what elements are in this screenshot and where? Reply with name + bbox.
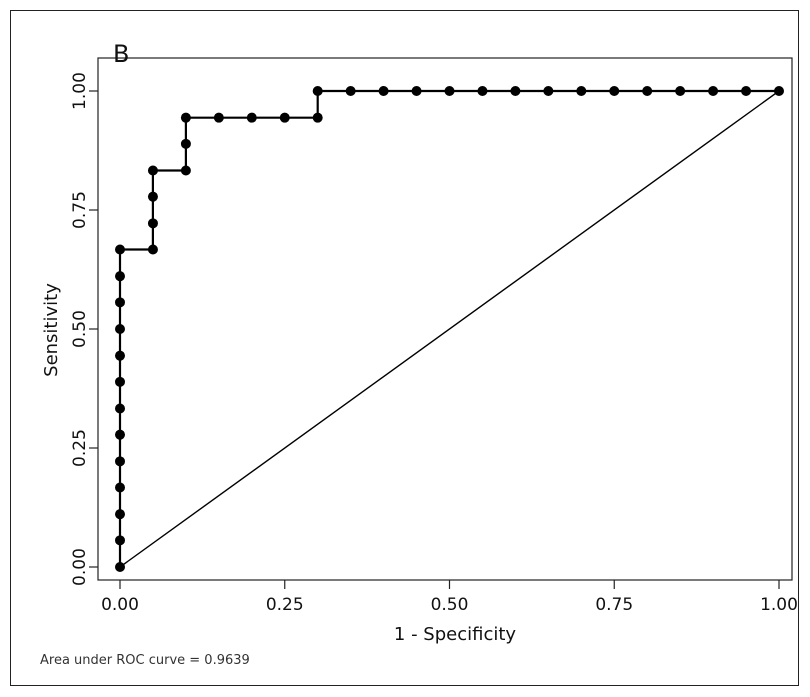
roc-point <box>147 165 158 176</box>
roc-point <box>115 429 125 440</box>
roc-point <box>246 112 257 123</box>
roc-point <box>147 191 158 202</box>
roc-markers <box>115 86 784 572</box>
roc-point <box>774 86 784 96</box>
x-tick-label: 0.25 <box>266 595 304 615</box>
roc-point <box>115 376 125 387</box>
roc-point <box>180 112 191 123</box>
figure-frame <box>10 10 799 686</box>
x-tick-label: 1.00 <box>760 595 798 615</box>
roc-point <box>115 456 125 467</box>
roc-point <box>115 297 125 308</box>
diagonal-line <box>119 90 780 568</box>
roc-point <box>510 86 521 96</box>
roc-point <box>115 244 125 255</box>
roc-point <box>312 86 323 96</box>
x-tick-label: 0.00 <box>101 595 139 615</box>
y-tick-label: 1.00 <box>70 72 90 110</box>
roc-point <box>378 86 389 96</box>
roc-point <box>312 112 323 123</box>
panel-label: B <box>113 40 130 68</box>
axes: 0.00 0.25 0.50 0.75 1.00 0.00 0.25 0.50 0.75 1.00 <box>70 57 798 615</box>
roc-point <box>115 350 125 361</box>
roc-point <box>147 244 158 255</box>
roc-point <box>477 86 488 96</box>
roc-point <box>115 562 125 572</box>
roc-point <box>180 165 191 176</box>
x-tick-label: 0.75 <box>595 595 633 615</box>
roc-point <box>115 482 125 493</box>
roc-point <box>115 403 125 414</box>
y-tick-label: 0.50 <box>70 310 90 348</box>
plot-border <box>97 57 793 581</box>
roc-point <box>115 271 125 282</box>
roc-point <box>115 324 125 334</box>
roc-point <box>147 218 158 229</box>
roc-point <box>411 86 422 96</box>
roc-point <box>741 86 752 96</box>
auc-footnote: Area under ROC curve = 0.9639 <box>40 653 250 668</box>
x-tick-label: 0.50 <box>431 595 469 615</box>
roc-point <box>444 86 455 96</box>
y-tick-label: 0.75 <box>70 191 90 229</box>
y-tick-label: 0.25 <box>70 429 90 467</box>
roc-point <box>180 138 191 149</box>
roc-point <box>675 86 686 96</box>
roc-point <box>708 86 719 96</box>
roc-point <box>115 509 125 520</box>
y-axis-label: Sensitivity <box>41 283 62 377</box>
roc-point <box>115 535 125 546</box>
y-tick-label: 0.00 <box>70 548 90 586</box>
reference-line <box>119 90 780 568</box>
roc-point <box>609 86 620 96</box>
roc-point <box>543 86 554 96</box>
roc-point <box>279 112 290 123</box>
roc-point <box>345 86 356 96</box>
roc-point <box>576 86 587 96</box>
x-axis-label: 1 - Specificity <box>394 624 517 645</box>
roc-point <box>642 86 653 96</box>
roc-point <box>213 112 224 123</box>
